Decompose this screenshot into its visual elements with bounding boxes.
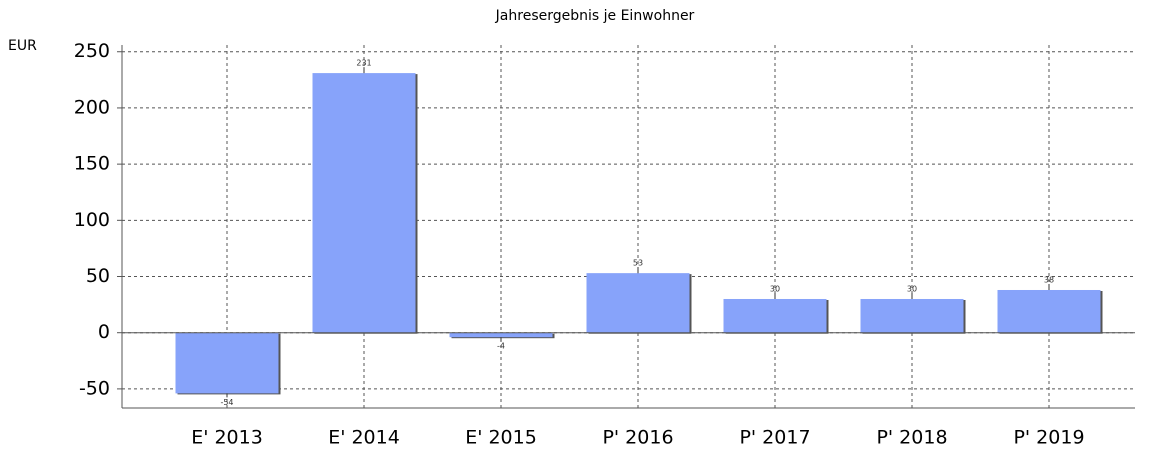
y-tick-label: 100 <box>74 209 110 231</box>
y-tick-label: 150 <box>74 153 110 175</box>
bar <box>997 289 1101 333</box>
bar <box>586 273 690 333</box>
value-label: -4 <box>497 342 505 351</box>
value-label: 231 <box>356 59 371 68</box>
x-tick-label: P' 2017 <box>739 427 810 449</box>
y-tick-label: 50 <box>86 265 110 287</box>
value-label: 30 <box>907 284 917 293</box>
value-label: -54 <box>220 398 233 407</box>
y-axis-label: EUR <box>8 38 37 54</box>
bar <box>312 73 416 333</box>
chart-title: Jahresergebnis je Einwohner <box>495 8 695 24</box>
x-tick-label: E' 2015 <box>465 427 537 449</box>
bar <box>860 298 964 333</box>
value-label: 38 <box>1044 275 1054 284</box>
y-tick-label: 0 <box>98 321 110 343</box>
x-tick-label: P' 2019 <box>1013 427 1084 449</box>
y-tick-label: 200 <box>74 96 110 118</box>
bar <box>175 332 279 394</box>
value-label: 30 <box>770 284 780 293</box>
x-tick-label: P' 2018 <box>876 427 947 449</box>
y-tick-label: -50 <box>79 377 110 399</box>
x-tick-label: E' 2014 <box>328 427 400 449</box>
value-label: 53 <box>633 259 643 268</box>
x-tick-label: P' 2016 <box>602 427 673 449</box>
y-tick-label: 250 <box>74 40 110 62</box>
x-tick-label: E' 2013 <box>191 427 263 449</box>
bar <box>449 332 553 338</box>
bar <box>723 298 827 333</box>
